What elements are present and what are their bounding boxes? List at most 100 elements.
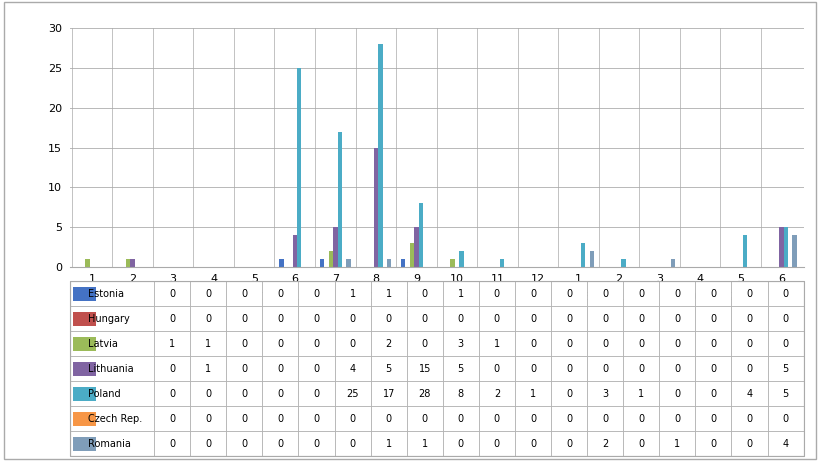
Bar [70, 356, 154, 381]
Text: 1: 1 [529, 389, 536, 399]
Text: 0: 0 [313, 289, 319, 299]
Text: 0: 0 [673, 364, 680, 374]
Bar [622, 356, 658, 381]
Text: 1: 1 [349, 289, 355, 299]
Text: 0: 0 [241, 314, 247, 324]
Bar [731, 331, 767, 356]
Bar [514, 281, 550, 306]
Bar [262, 406, 298, 431]
Text: 0: 0 [781, 289, 788, 299]
Text: 1: 1 [385, 289, 391, 299]
Bar [85, 260, 89, 267]
Bar [783, 227, 787, 267]
Text: 0: 0 [529, 289, 536, 299]
Bar [346, 260, 351, 267]
Text: 2018: 2018 [727, 292, 752, 302]
Bar [292, 236, 296, 267]
Bar [514, 406, 550, 431]
Bar [70, 281, 154, 306]
Bar [298, 281, 334, 306]
Bar [333, 227, 337, 267]
Text: 5: 5 [457, 364, 464, 374]
Text: 1: 1 [457, 289, 464, 299]
Bar [226, 306, 262, 331]
Text: 0: 0 [529, 364, 536, 374]
Bar [298, 431, 334, 456]
Text: 0: 0 [673, 339, 680, 349]
Text: 0: 0 [745, 414, 752, 424]
Bar [478, 331, 514, 356]
Bar [731, 406, 767, 431]
Bar [73, 337, 97, 351]
Bar [334, 381, 370, 406]
Bar [262, 381, 298, 406]
Bar [589, 251, 594, 267]
Bar [621, 260, 625, 267]
Bar [296, 68, 301, 267]
Text: 2017: 2017 [404, 292, 428, 302]
Bar [73, 312, 97, 325]
Text: 0: 0 [313, 414, 319, 424]
Text: Czech Rep.: Czech Rep. [88, 414, 143, 424]
Text: 5: 5 [385, 364, 391, 374]
Text: 0: 0 [601, 289, 608, 299]
Text: 1: 1 [205, 339, 211, 349]
Bar [658, 331, 695, 356]
Bar [73, 412, 97, 426]
Bar [731, 356, 767, 381]
Bar [550, 281, 586, 306]
Bar [550, 406, 586, 431]
Text: Latvia: Latvia [88, 339, 118, 349]
Bar [658, 381, 695, 406]
Bar [298, 406, 334, 431]
Bar [190, 306, 226, 331]
Bar [442, 331, 478, 356]
Bar [278, 260, 283, 267]
Bar [586, 381, 622, 406]
Bar [514, 356, 550, 381]
Bar [658, 306, 695, 331]
Text: 0: 0 [637, 364, 644, 374]
Text: 0: 0 [277, 439, 283, 449]
Bar [406, 356, 442, 381]
Bar [334, 281, 370, 306]
Text: 0: 0 [493, 364, 500, 374]
Bar [387, 260, 391, 267]
Bar [478, 306, 514, 331]
Bar [328, 251, 333, 267]
Text: 0: 0 [709, 339, 716, 349]
Bar [478, 431, 514, 456]
Text: 0: 0 [529, 439, 536, 449]
Text: 2018: 2018 [566, 292, 590, 302]
Bar [514, 381, 550, 406]
Bar [262, 356, 298, 381]
Text: 0: 0 [637, 339, 644, 349]
Text: 17: 17 [382, 389, 394, 399]
Text: 0: 0 [349, 439, 355, 449]
Text: 0: 0 [205, 414, 211, 424]
Text: Poland: Poland [88, 389, 120, 399]
Text: 0: 0 [205, 314, 211, 324]
Text: 0: 0 [709, 389, 716, 399]
Text: 1: 1 [205, 364, 211, 374]
Text: 2017: 2017 [201, 292, 226, 302]
Bar [459, 251, 463, 267]
Text: 0: 0 [457, 314, 464, 324]
Text: 15: 15 [418, 364, 431, 374]
Bar [478, 281, 514, 306]
Text: 2017: 2017 [525, 292, 550, 302]
Bar [478, 381, 514, 406]
Text: Lithuania: Lithuania [88, 364, 133, 374]
Bar [334, 306, 370, 331]
Text: 0: 0 [529, 339, 536, 349]
Text: 0: 0 [493, 289, 500, 299]
Text: 0: 0 [205, 389, 211, 399]
Bar [442, 281, 478, 306]
Text: 0: 0 [601, 414, 608, 424]
Text: 0: 0 [241, 364, 247, 374]
Bar [298, 331, 334, 356]
Bar [622, 281, 658, 306]
Text: 3: 3 [601, 389, 608, 399]
Text: 28: 28 [418, 389, 431, 399]
Bar [406, 331, 442, 356]
